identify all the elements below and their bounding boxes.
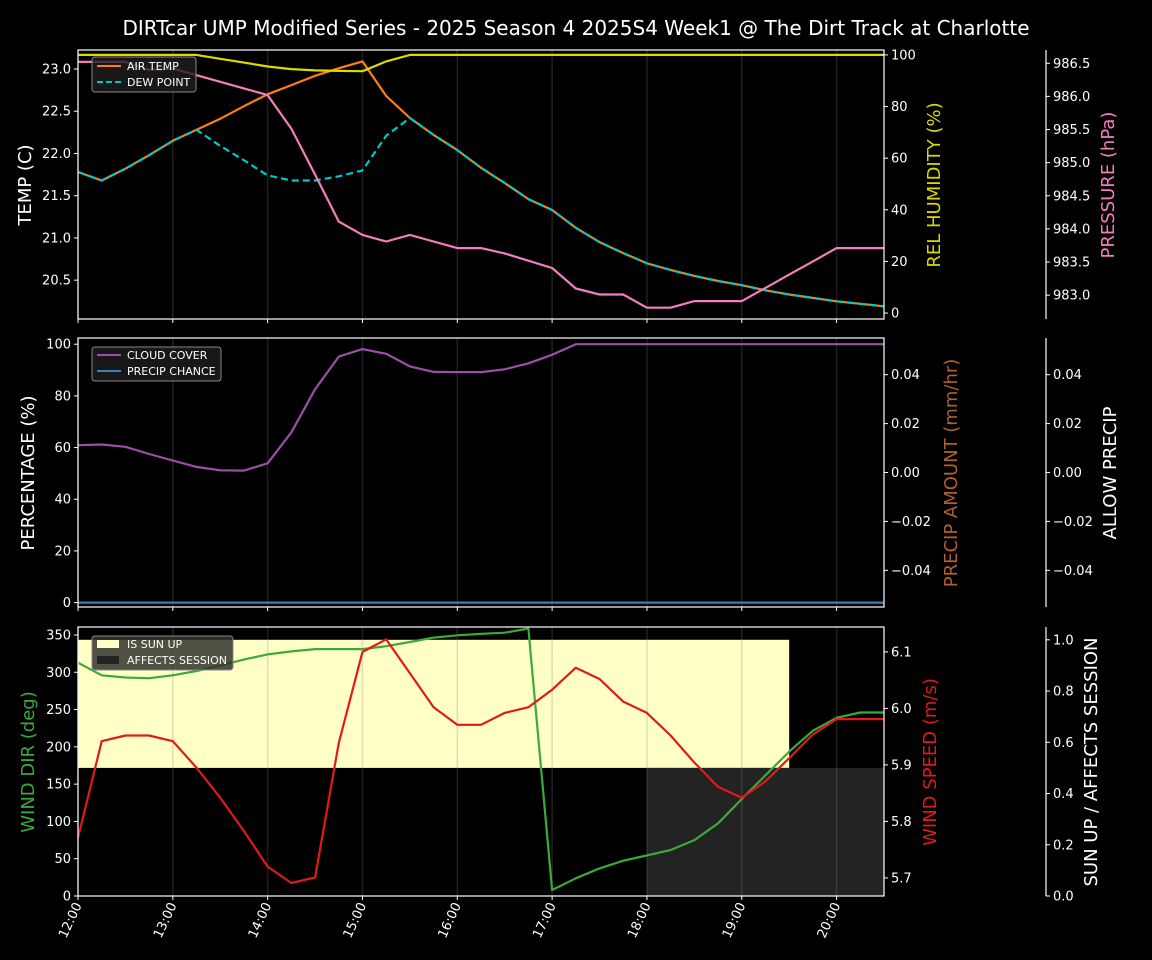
pressure-tick-label: 983.5 [1053,256,1090,271]
chart-title: DIRTcar UMP Modified Series - 2025 Seaso… [122,16,1029,40]
wind-dir-tick-label: 250 [46,703,71,718]
wind-dir-tick-label: 150 [46,778,71,793]
pct-tick-label: 80 [54,389,71,404]
precip-amount-tick-label: −0.04 [891,564,931,579]
pressure-tick-label: 984.5 [1053,189,1090,204]
legend-label-affects-session: AFFECTS SESSION [127,654,227,667]
temp-tick-label: 20.5 [42,274,71,289]
rh-tick-label: 80 [891,100,908,115]
legend-swatch-sun-up [97,640,119,648]
pressure-tick-label: 986.0 [1053,90,1090,105]
allow-precip-tick-label: 0.04 [1053,368,1082,383]
rh-tick-label: 60 [891,152,908,167]
allow-precip-tick-label: 0.00 [1053,466,1082,481]
legend-label-precip-chance: PRECIP CHANCE [127,365,216,378]
temp-tick-label: 22.0 [42,147,71,162]
legend-label-sun-up: IS SUN UP [127,638,183,651]
precip-amount-tick-label: 0.04 [891,368,920,383]
precip-amount-axis-label: PRECIP AMOUNT (mm/hr) [941,359,962,588]
rh-tick-label: 0 [891,307,899,322]
pct-tick-label: 40 [54,493,71,508]
temp-axis-label: TEMP (C) [15,144,36,226]
pct-tick-label: 60 [54,441,71,456]
legend-label-air-temp: AIR TEMP [127,60,179,73]
legend-box [91,346,222,382]
legend-label-dew-point: DEW POINT [127,76,191,89]
allow-precip-tick-label: −0.04 [1053,564,1093,579]
plot-frame [77,626,885,897]
sun-tick-label: 0.8 [1053,685,1074,700]
legend-swatch-affects-session [97,656,119,664]
wind-speed-tick-label: 6.0 [891,702,912,717]
series-pressure [78,60,884,309]
legend-middle: CLOUD COVER PRECIP CHANCE [91,346,222,382]
rh-tick-label: 20 [891,255,908,270]
pressure-axis-label: PRESSURE (hPa) [1098,112,1119,259]
sun-tick-label: 0.2 [1053,838,1074,853]
temp-tick-label: 23.0 [42,63,71,78]
wind-speed-tick-label: 5.7 [891,871,912,886]
pressure-tick-label: 983.0 [1053,289,1090,304]
series-wind-speed [76,638,884,885]
wind-dir-axis-label: WIND DIR (deg) [18,691,39,833]
temp-tick-label: 21.0 [42,231,71,246]
wind-speed-tick-label: 6.1 [891,645,912,660]
sun-tick-label: 1.0 [1053,633,1074,648]
sun-tick-label: 0.0 [1053,890,1074,905]
precip-amount-tick-label: −0.02 [891,515,931,530]
series-rel-humidity [78,53,884,73]
pct-tick-label: 20 [54,544,71,559]
plot-frame [77,49,885,320]
wind-speed-tick-label: 5.8 [891,815,912,830]
percentage-axis-label: PERCENTAGE (%) [18,395,39,550]
pressure-tick-label: 985.5 [1053,123,1090,138]
wind-dir-tick-label: 200 [46,740,71,755]
allow-precip-tick-label: 0.02 [1053,417,1082,432]
wind-dir-tick-label: 350 [46,628,71,643]
sun-up-axis-label: SUN UP / AFFECTS SESSION [1081,637,1102,886]
precip-amount-tick-label: 0.00 [891,466,920,481]
legend-box [91,635,234,671]
rh-tick-label: 40 [891,203,908,218]
band-affects-session [646,767,884,896]
legend-bottom: IS SUN UP AFFECTS SESSION [91,635,234,671]
legend-label-cloud-cover: CLOUD COVER [127,349,208,362]
allow-precip-axis-label: ALLOW PRECIP [1100,406,1121,539]
legend-top: AIR TEMP DEW POINT [91,56,197,93]
pct-tick-label: 0 [63,596,71,611]
series-air-temp [77,60,885,308]
temp-tick-label: 22.5 [42,105,71,120]
precip-amount-tick-label: 0.02 [891,417,920,432]
allow-precip-tick-label: −0.02 [1053,515,1093,530]
pressure-tick-label: 986.5 [1053,57,1090,72]
wind-speed-axis-label: WIND SPEED (m/s) [920,678,941,846]
temp-tick-label: 21.5 [42,189,71,204]
rel-humidity-axis-label: REL HUMIDITY (%) [924,102,945,267]
wind-dir-tick-label: 50 [54,852,71,867]
sun-tick-label: 0.4 [1053,787,1074,802]
wind-speed-tick-label: 5.9 [891,758,912,773]
wind-dir-tick-label: 300 [46,666,71,681]
series-cloud-cover [77,343,884,472]
pressure-tick-label: 985.0 [1053,156,1090,171]
rh-tick-label: 100 [891,48,916,63]
pct-tick-label: 100 [46,338,71,353]
wind-dir-tick-label: 0 [63,890,71,905]
wind-dir-tick-label: 100 [46,815,71,830]
sun-tick-label: 0.6 [1053,736,1074,751]
pressure-tick-label: 984.0 [1053,222,1090,237]
